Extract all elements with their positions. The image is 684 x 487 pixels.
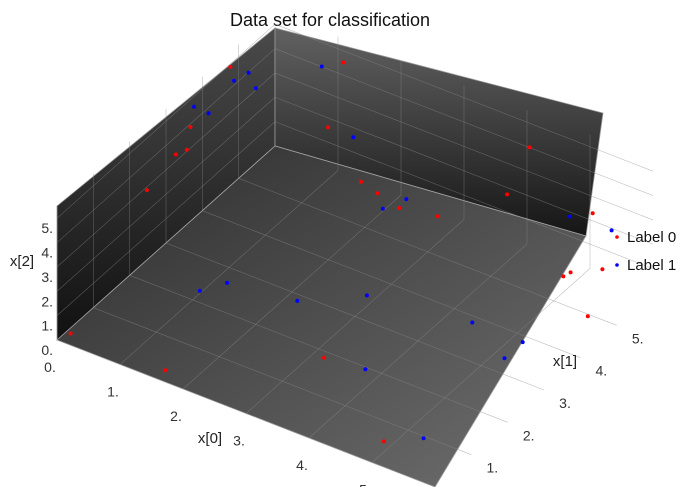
- z-tick-label: 1.: [41, 318, 53, 334]
- y-tick-label: 1.: [486, 460, 498, 476]
- leftwall-gridline-z: [56, 23, 276, 219]
- point-label-0: [173, 152, 178, 157]
- x-tick-label: 1.: [107, 384, 119, 400]
- point-label-1: [225, 280, 230, 285]
- point-label-1: [197, 288, 202, 293]
- leftwall-gridline-z: [56, 72, 276, 268]
- point-label-0: [163, 368, 168, 373]
- floor-gridline-y: [129, 275, 508, 423]
- z-tick-label: 4.: [41, 245, 53, 261]
- y-axis-label: x[1]: [553, 353, 577, 370]
- legend-marker-label-0: [615, 235, 619, 239]
- backwall-gridline-z: [274, 96, 654, 245]
- point-label-1: [380, 206, 385, 211]
- point-label-1: [363, 367, 368, 372]
- point-label-0: [228, 65, 233, 69]
- point-label-1: [351, 135, 356, 140]
- point-label-0: [184, 147, 189, 152]
- tick-labels: 0.1.2.3.4.5.0.1.2.3.4.5.0.1.2.3.4.5.: [41, 220, 643, 487]
- point-label-1: [520, 340, 525, 345]
- x-tick-label: 3.: [233, 433, 245, 449]
- y-tick-label: 2.: [523, 427, 535, 443]
- legend: Label 0 Label 1: [615, 229, 676, 274]
- point-label-1: [232, 78, 237, 83]
- backwall-gridline-z: [274, 23, 654, 172]
- point-label-0: [397, 206, 402, 210]
- point-label-0: [505, 192, 510, 197]
- backwall-gridline-z: [274, 72, 654, 221]
- point-label-0: [527, 145, 532, 150]
- point-label-1: [609, 228, 614, 233]
- point-label-1: [470, 320, 475, 325]
- leftwall-gridline-z: [56, 48, 276, 243]
- floor-gridline-y: [202, 210, 581, 358]
- y-tick-label: 3.: [559, 395, 571, 411]
- y-tick-label: 5.: [632, 330, 644, 346]
- point-label-0: [561, 274, 566, 279]
- point-label-1: [246, 70, 251, 75]
- point-label-1: [319, 64, 324, 69]
- leftwall-gridline-z: [56, 121, 276, 316]
- point-label-1: [253, 86, 258, 91]
- z-tick-label: 2.: [41, 293, 53, 309]
- legend-label-1: Label 1: [627, 257, 676, 274]
- z-axis-label: x[2]: [10, 253, 34, 270]
- floor-gridline-y: [165, 242, 545, 391]
- legend-label-0: Label 0: [627, 229, 676, 246]
- point-label-0: [585, 314, 590, 319]
- z-tick-label: 5.: [41, 220, 53, 236]
- point-label-1: [421, 436, 426, 441]
- point-label-0: [381, 439, 386, 444]
- floor-gridline-y: [238, 178, 617, 326]
- point-label-0: [375, 191, 380, 196]
- x-tick-label: 5.: [359, 482, 371, 487]
- point-label-1: [206, 111, 211, 116]
- point-label-1: [568, 214, 573, 219]
- backwall-gridline-z: [274, 48, 654, 196]
- floor-gridline-y: [93, 307, 472, 455]
- point-label-0: [68, 331, 73, 336]
- point-label-0: [600, 267, 605, 272]
- point-label-0: [590, 211, 595, 216]
- point-label-0: [435, 214, 440, 219]
- legend-marker-label-1: [615, 263, 619, 267]
- x-tick-label: 0.: [44, 359, 56, 375]
- z-tick-label: 0.: [41, 342, 53, 358]
- point-label-0: [144, 188, 149, 193]
- z-tick-label: 3.: [41, 269, 53, 285]
- point-label-0: [341, 60, 346, 65]
- backwall-gridline-z: [274, 121, 654, 269]
- point-label-1: [295, 298, 300, 303]
- x-axis-label: x[0]: [198, 430, 222, 447]
- x-tick-label: 4.: [296, 457, 308, 473]
- chart-title: Data set for classification: [230, 10, 430, 30]
- point-label-0: [188, 125, 193, 129]
- point-label-0: [568, 270, 573, 275]
- point-label-1: [404, 197, 409, 202]
- point-label-0: [322, 355, 326, 360]
- point-label-0: [359, 179, 363, 184]
- point-label-1: [502, 356, 507, 361]
- point-label-0: [326, 125, 331, 130]
- leftwall-gridline-z: [56, 97, 276, 292]
- data-points: [68, 60, 614, 444]
- point-label-1: [364, 293, 369, 298]
- gridlines: [56, 23, 654, 463]
- point-label-1: [192, 104, 197, 109]
- x-tick-label: 2.: [170, 408, 182, 424]
- y-tick-label: 4.: [595, 363, 607, 379]
